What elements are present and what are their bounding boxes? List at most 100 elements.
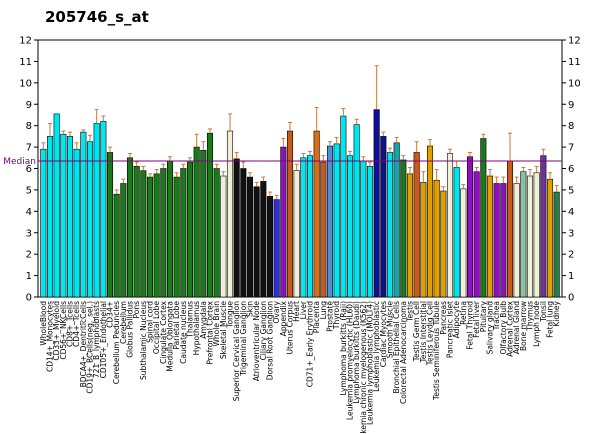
y-tick-label-right: 6 <box>568 164 574 175</box>
y-tick-label-left: 4 <box>26 207 32 218</box>
x-tick-label: Globus Pallidus <box>126 301 135 358</box>
x-tick-label: CD34+ <box>106 301 115 328</box>
y-tick-label-right: 10 <box>568 78 581 89</box>
x-tick-label: Testis Interstitial <box>419 301 428 363</box>
bar <box>73 148 80 298</box>
bar <box>353 124 360 298</box>
bar <box>106 152 114 298</box>
x-tick-label: Atrioventricular Node <box>252 301 261 382</box>
bar <box>233 158 240 298</box>
chart-title: 205746_s_at <box>45 8 149 26</box>
x-tick-label: Retina <box>459 301 468 325</box>
x-tick-label: Thalamus <box>186 301 195 339</box>
x-tick-label: 721_B_lymphoblasts <box>92 301 101 378</box>
bar <box>246 176 254 298</box>
x-tick-label: WholeBlood <box>39 301 48 346</box>
x-tick-label: CD33+_Myeloid <box>52 301 61 361</box>
bar <box>180 168 187 298</box>
x-tick-label: Lung <box>319 301 328 320</box>
x-tick-label: Medulla Oblongata <box>166 301 175 372</box>
bar <box>120 183 127 298</box>
x-tick-label: Testis Leydig Cell <box>426 301 435 366</box>
x-tick-label: Cerebellum Peduncles <box>112 301 121 384</box>
bar <box>526 175 534 298</box>
x-tick-label: Prostate <box>326 301 335 332</box>
bar <box>400 159 407 298</box>
x-tick-label: Fetal Thyroid <box>466 301 475 350</box>
bar <box>286 130 294 298</box>
x-tick-label: Bone marrow <box>519 301 528 351</box>
x-tick-label: CD8+_Tcells <box>66 301 75 347</box>
x-tick-label: Tonsil <box>539 301 548 323</box>
x-tick-label: CD56+_NKCells <box>59 301 68 360</box>
bar <box>266 196 274 298</box>
y-tick-label-left: 0 <box>26 293 32 304</box>
bar <box>420 182 427 298</box>
bar <box>240 168 247 298</box>
bar <box>60 133 67 298</box>
bar <box>433 179 440 298</box>
x-tick-label: Amygdala <box>199 301 208 339</box>
x-tick-label: Olfactory Bulb <box>499 301 508 355</box>
x-tick-label: Trachea <box>492 301 501 331</box>
x-tick-label: Hypothalamus <box>192 301 201 355</box>
y-tick-label-left: 6 <box>26 164 32 175</box>
bar <box>193 146 200 298</box>
x-tick-label: Leukemia lymphoblastic (MOLT4) <box>366 301 375 425</box>
bar <box>160 168 167 298</box>
bar <box>93 123 100 298</box>
bar <box>513 183 520 298</box>
bar <box>373 109 380 298</box>
bar <box>473 171 480 298</box>
y-tick-label-left: 9 <box>26 100 32 111</box>
x-tick-label: Bronchial Epithelial Cells <box>392 301 401 394</box>
bar <box>366 166 374 298</box>
x-tick-label: Leukemia lymphoblastic <box>372 301 381 392</box>
x-tick-label: Tongue <box>226 301 235 329</box>
bar <box>173 176 180 298</box>
y-tick-label-right: 1 <box>568 271 574 282</box>
x-tick-label: Colorectal Adenocarcinoma <box>399 301 408 404</box>
x-tick-label: Testis <box>406 301 415 323</box>
bar <box>280 146 287 298</box>
x-tick-label: Testis Germ Cell <box>412 301 421 362</box>
y-tick-label-right: 9 <box>568 100 574 111</box>
bar <box>126 157 134 298</box>
bar <box>80 131 87 298</box>
x-tick-label: Parietal Lobe <box>172 301 181 350</box>
x-tick-label: Cardiac Myocytes <box>379 301 388 367</box>
bar <box>546 178 554 298</box>
x-tick-label: Ovary <box>272 300 281 323</box>
bar <box>213 168 220 298</box>
bar <box>140 170 147 298</box>
x-tick-label: Adrenal Cortex <box>506 300 515 356</box>
x-tick-label: Appendix <box>279 300 288 336</box>
bar <box>406 173 414 298</box>
bar <box>273 199 280 298</box>
bars <box>40 109 560 298</box>
bar <box>480 138 487 298</box>
x-tick-label: Whole Brain <box>212 301 221 347</box>
bar <box>200 149 207 298</box>
bar <box>146 176 154 298</box>
y-tick-label-right: 3 <box>568 228 574 239</box>
bar <box>446 153 454 298</box>
bar <box>313 130 320 298</box>
x-tick-label: Occipital Lobe <box>152 301 161 354</box>
bar <box>300 157 307 298</box>
bar <box>520 171 527 298</box>
bar <box>413 152 420 298</box>
bar <box>220 175 227 298</box>
x-tick-label: Fetal lung <box>546 301 555 338</box>
x-tick-label: Testis Seminiferous Tubule <box>432 301 441 401</box>
x-tick-label: CD19+_BCells(neg._sel.) <box>86 301 95 394</box>
bar <box>533 172 540 298</box>
bar <box>440 190 447 298</box>
x-tick-label: Leukemia chronic myelogenous (K562) <box>359 301 368 434</box>
x-tick-label: Heart <box>292 301 301 322</box>
x-tick-label: Skeletal Muscle <box>219 301 228 359</box>
bar <box>293 170 300 298</box>
y-tick-label-left: 1 <box>26 271 32 282</box>
